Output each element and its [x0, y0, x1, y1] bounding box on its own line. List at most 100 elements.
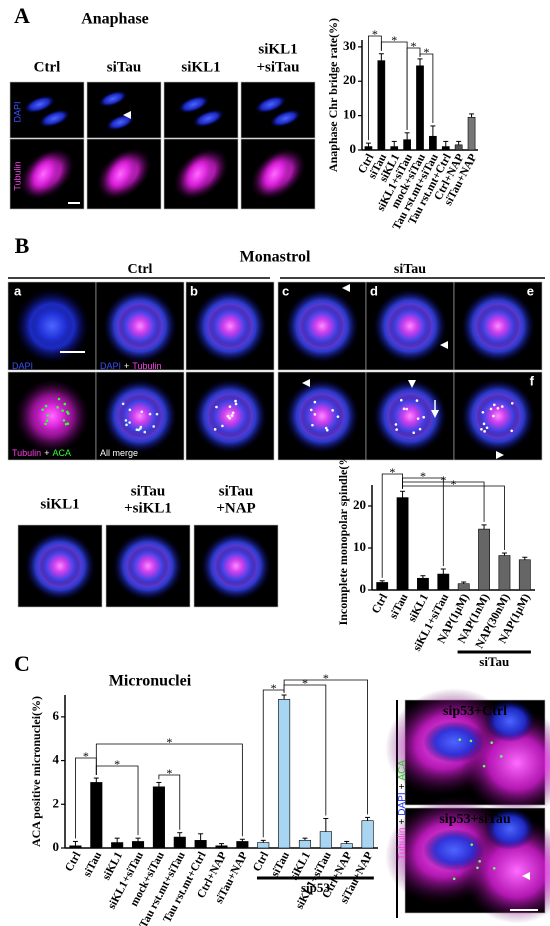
dot — [57, 397, 61, 401]
stain — [39, 545, 81, 587]
dot — [215, 405, 218, 409]
x-tick-label: Ctrl — [370, 592, 390, 616]
column-label: siKL1 — [40, 496, 79, 512]
error-bar — [469, 113, 475, 118]
dot — [480, 427, 483, 431]
dot — [140, 410, 144, 414]
micrograph — [86, 138, 162, 210]
error-bar — [420, 575, 426, 579]
error-bar — [239, 838, 245, 842]
dot — [493, 403, 496, 407]
stain — [192, 109, 224, 128]
dot — [325, 428, 329, 432]
significance-star: * — [166, 735, 172, 749]
y-tick-label: 20 — [343, 72, 356, 87]
image-label: sip53+siTau — [439, 812, 510, 827]
column-label: siKL1 — [181, 59, 220, 75]
stain — [179, 151, 216, 197]
y-tick-label: 30 — [343, 38, 356, 53]
stain — [388, 304, 432, 348]
dot — [231, 411, 235, 415]
dot — [412, 431, 416, 435]
dot — [228, 405, 232, 408]
significance-bracket — [402, 481, 485, 522]
stain — [38, 109, 70, 128]
bar — [441, 146, 450, 151]
y-tick-label: 6 — [53, 708, 60, 723]
significance-bracket — [402, 477, 444, 566]
panel-label: A — [14, 3, 30, 28]
micrograph — [277, 281, 367, 371]
stain-word: + — [124, 361, 129, 371]
dot — [125, 423, 128, 427]
row-label: Tubulin — [12, 161, 22, 190]
micrograph — [9, 138, 85, 210]
stain-label: DAPI + Tubulin — [100, 361, 161, 371]
significance-bracket — [283, 679, 368, 815]
significance-star: * — [451, 477, 457, 491]
bar — [111, 842, 124, 849]
dot — [418, 427, 422, 431]
bar — [429, 135, 437, 151]
dot — [416, 417, 420, 420]
micrograph — [9, 81, 85, 139]
column-label: Ctrl — [34, 59, 61, 75]
dot — [483, 430, 486, 433]
significance-star: * — [411, 39, 417, 53]
micrograph — [365, 281, 455, 371]
dot — [496, 406, 500, 410]
significance-bracket — [158, 774, 181, 830]
micrograph-bg — [9, 81, 85, 139]
stain-word: + — [397, 783, 408, 789]
dot — [45, 419, 49, 423]
error-bar — [114, 837, 120, 843]
arrowhead — [431, 410, 439, 418]
y-axis-label: Incomplete monopolar spindle(%) — [336, 450, 350, 626]
error-bar — [302, 837, 308, 841]
stain-word: All merge — [100, 448, 138, 458]
stain — [25, 151, 62, 197]
arrowhead — [440, 341, 448, 349]
subpanel-letter: c — [282, 283, 289, 298]
stain-word: DAPI — [12, 361, 33, 371]
significance-star: * — [423, 45, 429, 59]
arrowhead — [302, 379, 310, 387]
significance-star: * — [83, 749, 89, 763]
subpanel-letter: b — [190, 283, 198, 298]
y-tick-label: 0 — [360, 581, 367, 596]
significance-star: * — [302, 676, 308, 690]
error-bar — [430, 125, 436, 137]
panel-title: Anaphase — [81, 11, 149, 28]
significance-star: * — [420, 469, 426, 483]
stain — [269, 109, 301, 128]
stain — [423, 721, 485, 763]
error-bar — [522, 556, 528, 560]
stain-word: DAPI — [100, 361, 121, 371]
dot — [313, 400, 317, 404]
error-bar — [198, 833, 204, 841]
error-bar — [379, 580, 385, 583]
micrograph — [163, 138, 239, 210]
column-label: siTau — [107, 59, 141, 75]
dot — [64, 422, 68, 426]
subpanel-letter: d — [370, 283, 378, 298]
group-label: siTau — [394, 262, 426, 277]
bar — [131, 841, 145, 849]
micrograph — [453, 281, 543, 371]
error-bar — [461, 581, 467, 584]
significance-star: * — [323, 671, 329, 685]
error-bar — [404, 132, 410, 140]
dot — [128, 421, 131, 424]
y-tick-label: 0 — [350, 141, 357, 156]
error-bar — [378, 53, 384, 61]
dot — [148, 412, 152, 416]
error-bar — [417, 58, 423, 66]
error-bar — [323, 817, 329, 832]
micrograph — [95, 281, 185, 371]
stain-word: Tubulin — [397, 828, 408, 860]
stain-word: + — [397, 819, 408, 825]
error-bar — [365, 816, 371, 821]
significance-star: * — [440, 473, 446, 487]
error-bar — [260, 839, 266, 843]
significance-bracket — [406, 47, 421, 130]
